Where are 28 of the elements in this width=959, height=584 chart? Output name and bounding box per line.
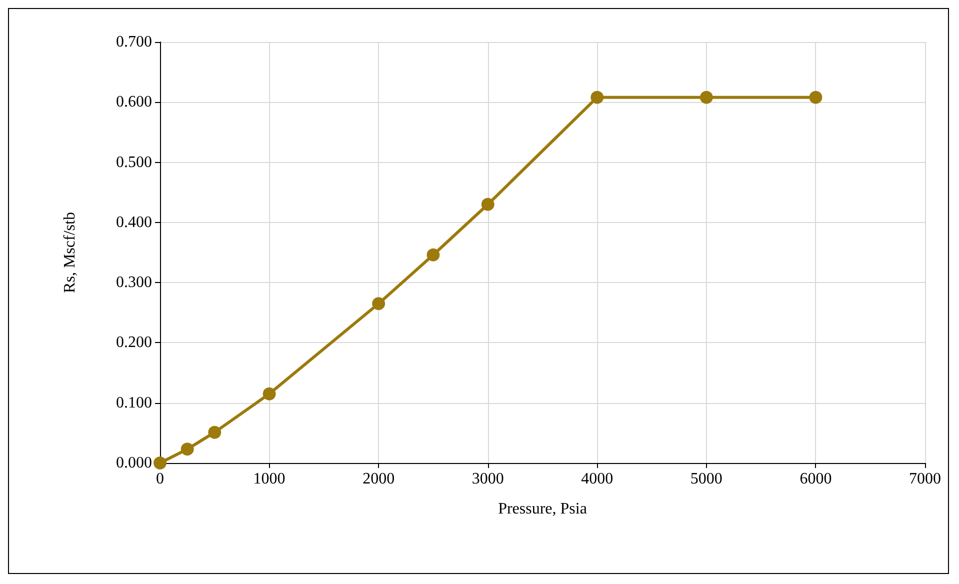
point bbox=[262, 387, 276, 400]
x-tick-label: 0 bbox=[156, 470, 164, 488]
point bbox=[481, 198, 494, 211]
x-tick-label: 5000 bbox=[690, 470, 722, 488]
point bbox=[809, 90, 822, 104]
x-tick-label: 4000 bbox=[581, 470, 614, 488]
point bbox=[590, 90, 604, 104]
point bbox=[154, 456, 166, 470]
point bbox=[700, 90, 713, 104]
y-tick-label: 0.100 bbox=[116, 394, 152, 412]
y-tick-label: 0.000 bbox=[116, 454, 152, 472]
y-tick-label: 0.500 bbox=[116, 154, 152, 171]
y-tick-label: 0.700 bbox=[116, 34, 152, 50]
y-tick-label: 0.200 bbox=[116, 334, 152, 352]
x-tick-label: 6000 bbox=[800, 470, 832, 488]
x-tick-label: 1000 bbox=[253, 470, 286, 488]
y-tick-label: 0.300 bbox=[116, 274, 152, 292]
point bbox=[180, 442, 194, 456]
point bbox=[372, 297, 386, 310]
point bbox=[426, 248, 440, 262]
point bbox=[208, 426, 222, 439]
x-tick-label: 3000 bbox=[472, 470, 504, 488]
x-tick-label: 2000 bbox=[362, 470, 395, 488]
x-tick-label: 7000 bbox=[909, 470, 941, 488]
x-axis-title: Pressure, Psia bbox=[498, 500, 587, 518]
y-tick-label: 0.600 bbox=[116, 94, 152, 111]
y-axis-title: Rs, Mscf/stb bbox=[62, 212, 78, 293]
y-tick-label: 0.400 bbox=[116, 214, 152, 231]
